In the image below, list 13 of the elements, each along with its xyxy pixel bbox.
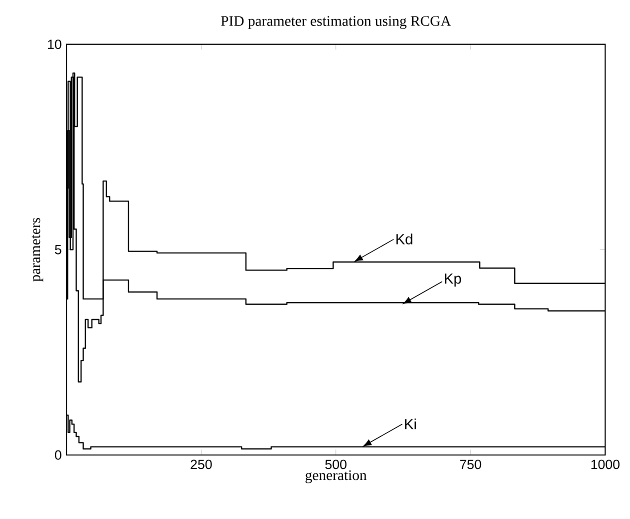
annotation: Kd xyxy=(396,234,412,244)
y-tick-label: 10 xyxy=(48,40,62,50)
x-tick-label: 1000 xyxy=(591,460,620,470)
x-tick-label: 250 xyxy=(190,460,212,470)
x-tick-label: 750 xyxy=(460,460,482,470)
x-tick-label: 500 xyxy=(325,460,346,470)
y-tick-label: 0 xyxy=(54,450,62,460)
chart-title: PID parameter estimation using RCGA xyxy=(221,16,452,29)
x-axis-title: generation xyxy=(306,470,367,484)
y-axis-title: parameters xyxy=(32,218,44,282)
annotation: Kp xyxy=(444,274,462,287)
annotation: Ki xyxy=(405,418,416,430)
y-tick-label: 5 xyxy=(54,245,62,254)
